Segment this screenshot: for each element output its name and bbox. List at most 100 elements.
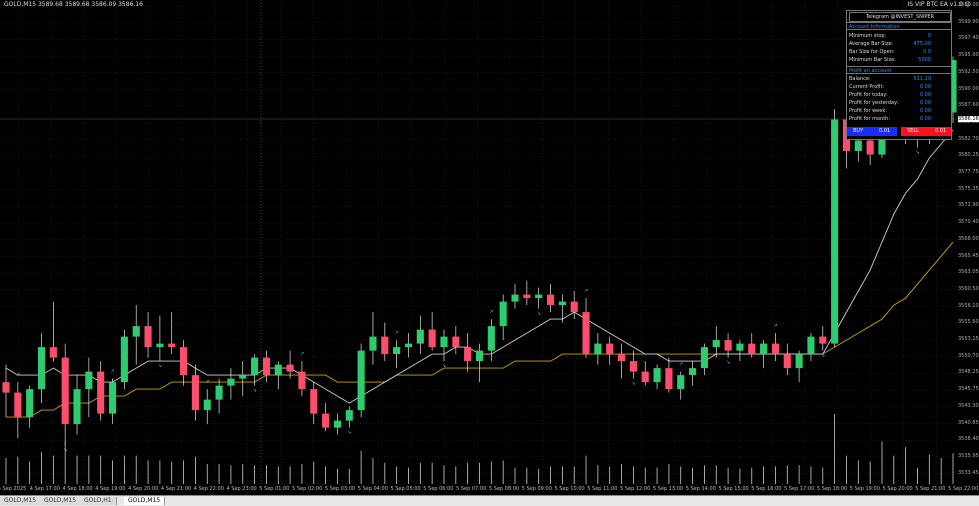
panel-row-value: 0.00 [919, 116, 931, 122]
time-tick: 4 Sep 22:00 [193, 486, 224, 492]
sell-label: SELL [907, 128, 919, 134]
candle-body-bear [2, 382, 10, 393]
candle-body-bear [570, 301, 578, 313]
candle-body-bear [629, 361, 637, 372]
candle [215, 378, 223, 414]
candle-body-bull [760, 343, 768, 355]
price-tick: 3563.05 [958, 269, 979, 276]
signal-arrow-up: ↗ [489, 309, 493, 315]
candle [393, 340, 401, 369]
candle-body-bear [724, 340, 732, 351]
sell-button[interactable]: SELL 0.01 [901, 127, 951, 136]
candle [132, 305, 140, 365]
candle-body-bear [168, 343, 176, 348]
candle-body-bear [783, 354, 791, 369]
candle [641, 361, 649, 386]
candle-body-bear [191, 375, 199, 411]
volume-histogram [5, 414, 954, 484]
price-tick: 3595.00 [958, 52, 979, 59]
candle [475, 343, 484, 383]
candle [594, 333, 602, 365]
candle [582, 298, 590, 358]
candle [144, 312, 152, 358]
price-tick: 3560.50 [958, 285, 979, 292]
time-tick: 5 Sep 21:00 [915, 486, 946, 492]
candle [748, 333, 756, 358]
candle-body-bull [795, 354, 803, 369]
signal-arrow-up: ↗ [111, 369, 115, 375]
candle-body-bull [156, 343, 164, 348]
price-tick: 3565.45 [958, 252, 979, 259]
candle [712, 326, 720, 358]
panel-row-value: 0.00 [919, 84, 931, 90]
candle [381, 322, 389, 362]
candle-body-bull [736, 343, 744, 351]
panel-row-label: Minimum Bar Size: [849, 57, 896, 63]
time-tick: 5 Sep 05:00 [390, 486, 421, 492]
candle-body-bull [594, 343, 602, 355]
candle-body-bear [97, 371, 105, 414]
signal-arrow-up: ↗ [679, 362, 683, 368]
candle [689, 361, 697, 386]
candle-body-bull [653, 368, 661, 383]
candle [736, 340, 744, 362]
candle-body-bull [120, 336, 128, 383]
time-tick: 5 Sep 18:00 [816, 486, 848, 492]
signal-arrow-up: ↗ [584, 288, 588, 294]
candle-body-bear [322, 413, 330, 428]
signal-arrow-down: ↘ [915, 150, 919, 156]
signal-arrow-down: ↘ [726, 360, 730, 366]
panel-row-label: Balance: [849, 76, 871, 82]
symbol-info: GOLD,M15 3589.68 3589.68 3586.09 3586.16 [4, 1, 143, 8]
time-tick: 4 Sep 21:00 [160, 486, 192, 492]
candle [310, 382, 318, 425]
panel-row-label: Bar Size for Open: [849, 49, 895, 55]
panel-title: Telegram @INVEST_SNIPER [849, 12, 951, 22]
candle [274, 361, 282, 390]
candle [665, 357, 673, 393]
candle [606, 336, 614, 365]
candle [783, 343, 791, 376]
candle-body-bear [523, 294, 531, 299]
price-tick: 3555.60 [958, 319, 979, 326]
panel-row-label: Profit for today: [849, 92, 888, 98]
chart-tab[interactable]: GOLD,H1 [80, 497, 117, 505]
candle [523, 280, 531, 306]
price-tick: 3570.40 [958, 219, 979, 226]
candle-body-bear [748, 343, 756, 355]
candle-body-bull [511, 294, 519, 302]
candle-body-bear [286, 364, 294, 372]
candle-body-bull [475, 350, 484, 362]
buy-label: BUY [853, 128, 864, 134]
candle [61, 343, 69, 446]
panel-row-value: 475.00 [913, 41, 932, 47]
candle [49, 301, 57, 362]
price-tick: 3538.40 [958, 436, 979, 443]
candle [97, 361, 105, 421]
price-tick: 3543.30 [958, 402, 979, 409]
panel-row-value: 0.00 [919, 108, 931, 114]
chart-tab[interactable]: GOLD,M15 [124, 497, 166, 505]
signal-arrow-up: ↗ [16, 372, 20, 378]
chart-tab[interactable]: GOLD,M15 [0, 497, 42, 505]
candle [262, 350, 270, 383]
price-tick: 3533.45 [958, 469, 979, 476]
buy-button[interactable]: BUY 0.01 [847, 127, 897, 136]
chart-tab[interactable]: GOLD,M15 [40, 497, 82, 505]
time-tick: 5 Sep 06:00 [423, 486, 454, 492]
time-tick: 5 Sep 12:00 [620, 486, 651, 492]
time-tick: 5 Sep 14:00 [685, 486, 716, 492]
candle-body-bull [73, 389, 81, 425]
price-chart[interactable]: ↗↘↗↘↗↘↗↘↗↘↗↘↗↘↗↘↗↘↗↘ [0, 0, 979, 495]
panel-row-value: 511.20 [913, 76, 932, 82]
price-tick: 3550.70 [958, 352, 979, 359]
signal-arrow-up: ↗ [773, 323, 777, 329]
candle [487, 319, 495, 362]
time-tick: 4 Sep 23:00 [226, 486, 257, 492]
panel-row-value: 0.00 [919, 92, 931, 98]
candle [452, 326, 460, 355]
chart-tabs-bar: GOLD,M15 GOLD,M15 GOLD,H1 GOLD,M15 [0, 495, 979, 506]
candle [535, 287, 543, 309]
candle-body-bear [582, 312, 590, 355]
price-tick: 3575.35 [958, 185, 979, 192]
